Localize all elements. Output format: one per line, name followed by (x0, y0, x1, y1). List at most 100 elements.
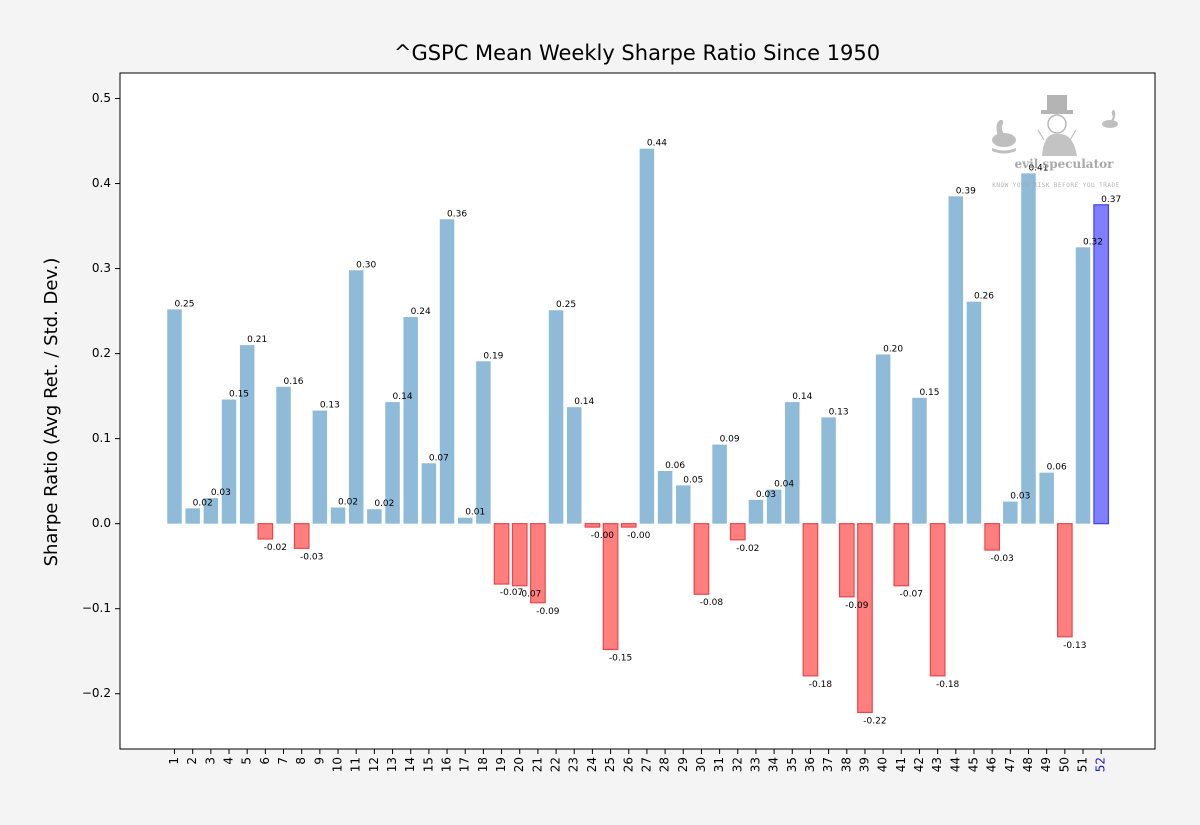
x-tick-label-39: 39 (857, 757, 871, 772)
x-tick-label-19: 19 (494, 757, 508, 772)
x-tick-label-14: 14 (403, 757, 417, 772)
x-tick-label-27: 27 (639, 757, 653, 772)
bar-week-26 (620, 523, 637, 528)
bar-week-38 (838, 523, 855, 598)
data-label-week-41: -0.07 (900, 590, 923, 600)
y-tick-label: 0.4 (92, 176, 111, 190)
data-label-week-18: 0.19 (483, 351, 503, 361)
x-tick-label-3: 3 (203, 757, 217, 765)
bar-week-12 (367, 509, 382, 524)
x-tick-label-37: 37 (821, 757, 835, 772)
swan-right-icon (1102, 110, 1118, 128)
bar-week-4 (221, 399, 237, 524)
x-tick-label-34: 34 (767, 757, 781, 772)
bar-week-30 (693, 523, 710, 595)
data-label-week-14: 0.24 (411, 307, 431, 317)
bar-week-33 (748, 499, 764, 524)
x-tick-label-24: 24 (585, 757, 599, 772)
plot-frame (119, 72, 1156, 750)
bar-week-40 (875, 354, 891, 524)
x-tick-label-26: 26 (621, 757, 635, 772)
x-tick-label-46: 46 (985, 757, 999, 772)
data-label-week-22: 0.25 (556, 300, 576, 310)
data-label-week-43: -0.18 (936, 680, 960, 690)
data-label-week-47: 0.03 (1010, 492, 1030, 502)
bar-week-37 (821, 417, 836, 524)
x-tick-label-7: 7 (276, 757, 290, 765)
bar-week-15 (421, 463, 437, 524)
data-label-week-36: -0.18 (809, 680, 833, 690)
bar-week-45 (966, 301, 982, 524)
data-label-week-7: 0.16 (283, 377, 303, 387)
data-label-week-3: 0.03 (211, 488, 231, 498)
x-tick-label-2: 2 (185, 757, 199, 765)
bar-week-20 (511, 523, 528, 587)
data-label-week-8: -0.03 (300, 552, 323, 562)
watermark-tagline: KNOW YOUR RISK BEFORE YOU TRADE (992, 182, 1119, 189)
bar-week-13 (385, 402, 400, 524)
data-label-week-29: 0.05 (683, 475, 703, 485)
x-tick-label-11: 11 (349, 757, 363, 772)
plot-area (120, 73, 1155, 749)
bar-week-44 (948, 196, 964, 524)
x-tick-label-9: 9 (312, 757, 326, 765)
y-tick-label: 0.5 (92, 91, 111, 105)
bar-week-42 (912, 397, 927, 524)
x-tick-label-30: 30 (694, 757, 708, 772)
top-hat-figure-icon (1037, 95, 1077, 156)
x-tick-label-13: 13 (385, 757, 399, 772)
data-label-week-27: 0.44 (647, 139, 667, 149)
data-label-week-46: -0.03 (991, 554, 1014, 564)
x-tick-label-8: 8 (294, 757, 308, 765)
bar-week-27 (639, 148, 655, 524)
data-label-week-1: 0.25 (174, 299, 194, 309)
data-label-week-35: 0.14 (792, 392, 812, 402)
x-tick-label-42: 42 (912, 757, 926, 772)
data-label-week-17: 0.01 (465, 508, 485, 518)
x-axis: 1 2 3 4 5 6 7 8 9 10 11 12 13 14 15 16 17 18 19 20 21 22 23 24 2… (167, 749, 1108, 772)
swan-left-icon (992, 119, 1016, 154)
bar-week-32 (729, 523, 746, 541)
y-axis: −0.2 −0.1 0.0 0.1 0.2 0.3 0.4 0.5 (82, 91, 120, 700)
data-label-week-45: 0.26 (974, 292, 994, 302)
data-label-week-23: 0.14 (574, 397, 594, 407)
data-label-week-28: 0.06 (665, 461, 685, 471)
x-tick-label-1: 1 (167, 757, 181, 765)
chart-title: ^GSPC Mean Weekly Sharpe Ratio Since 195… (394, 41, 880, 65)
bars-group (167, 148, 1110, 714)
bar-week-36 (802, 523, 819, 677)
y-tick-label: −0.2 (82, 686, 111, 700)
x-tick-label-17: 17 (458, 757, 472, 772)
bar-week-39 (857, 523, 873, 714)
data-label-week-34: 0.04 (774, 480, 794, 490)
x-tick-label-49: 49 (1039, 757, 1053, 772)
data-label-week-25: -0.15 (609, 654, 632, 664)
data-label-week-33: 0.03 (756, 490, 776, 500)
x-tick-label-51: 51 (1076, 757, 1090, 772)
data-label-week-5: 0.21 (247, 335, 267, 345)
bar-week-29 (676, 485, 691, 524)
x-tick-label-43: 43 (930, 757, 944, 772)
bar-week-31 (712, 444, 727, 524)
x-tick-label-41: 41 (894, 757, 908, 772)
data-label-week-49: 0.06 (1047, 463, 1067, 473)
x-tick-label-31: 31 (712, 757, 726, 772)
bar-week-24 (584, 523, 601, 528)
y-tick-label: −0.1 (82, 601, 111, 615)
bar-week-1 (167, 309, 182, 524)
data-label-week-20: -0.07 (518, 590, 541, 600)
bar-week-3 (203, 498, 219, 524)
bar-week-7 (276, 386, 291, 524)
x-tick-label-18: 18 (476, 757, 490, 772)
data-label-week-13: 0.14 (393, 392, 413, 402)
y-axis-label: Sharpe Ratio (Avg Ret. / Std. Dev.) (41, 258, 62, 567)
data-label-week-51: 0.32 (1083, 237, 1103, 247)
bar-week-28 (657, 470, 673, 524)
x-tick-label-52: 52 (1094, 757, 1108, 772)
data-label-week-19: -0.07 (500, 588, 523, 598)
x-tick-label-23: 23 (567, 757, 581, 772)
data-label-week-44: 0.39 (956, 186, 976, 196)
bar-week-19 (493, 523, 510, 585)
data-label-week-38: -0.09 (845, 601, 869, 611)
